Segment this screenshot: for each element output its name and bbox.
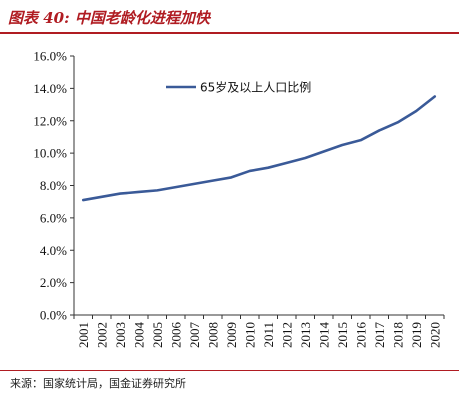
x-tick-label: 2009 — [224, 322, 239, 348]
x-tick-label: 2019 — [409, 322, 424, 348]
y-tick-label: 8.0% — [40, 178, 67, 193]
x-tick-label: 2006 — [168, 322, 183, 349]
x-tick-label: 2011 — [261, 322, 276, 348]
y-tick-label: 14.0% — [33, 81, 67, 96]
title-divider — [0, 32, 459, 34]
series-line — [81, 95, 437, 202]
x-tick-label: 2017 — [372, 322, 387, 349]
x-tick-label: 2002 — [94, 322, 109, 348]
source-divider — [0, 370, 459, 371]
y-tick-label: 12.0% — [33, 113, 67, 128]
y-tick-label: 16.0% — [33, 49, 67, 64]
x-tick-label: 2007 — [187, 322, 202, 349]
y-tick-label: 4.0% — [40, 243, 67, 258]
y-tick-label: 10.0% — [33, 146, 67, 161]
x-tick-label: 2014 — [316, 322, 331, 349]
chart-title: 图表 40: 中国老龄化进程加快 — [8, 9, 210, 27]
y-tick-label: 0.0% — [40, 308, 67, 323]
y-tick-label: 2.0% — [40, 275, 67, 290]
x-tick-label: 2018 — [390, 322, 405, 348]
x-tick-label: 2012 — [279, 322, 294, 348]
x-tick-label: 2005 — [150, 322, 165, 348]
chart-area: 0.0% 2.0% 4.0% 6.0% 8.0% 10.0% 12.0% 14.0% 16.0%… — [33, 49, 445, 349]
source-note: 来源：国家统计局，国金证券研究所 — [10, 377, 186, 390]
x-tick-label: 2020 — [427, 322, 442, 348]
title-bar: 图表 40: 中国老龄化进程加快 — [0, 0, 459, 34]
legend-label: 65岁及以上人口比例 — [200, 80, 311, 95]
x-tick-label: 2013 — [298, 322, 313, 348]
x-tick-label: 2004 — [131, 322, 146, 349]
x-tick-label: 2001 — [76, 322, 91, 348]
x-tick-label: 2016 — [353, 322, 368, 349]
x-tick-label: 2008 — [205, 322, 220, 348]
x-tick-label: 2010 — [242, 322, 257, 348]
x-tick-label: 2003 — [113, 322, 128, 348]
y-tick-label: 6.0% — [40, 210, 67, 225]
x-tick-label: 2015 — [335, 322, 350, 348]
